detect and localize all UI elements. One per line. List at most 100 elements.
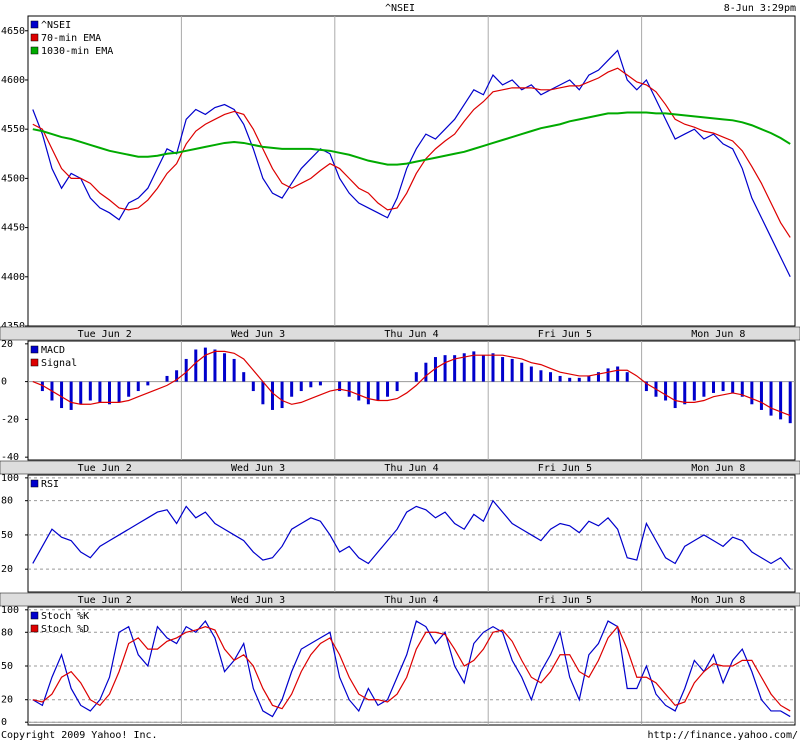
macd-bar (616, 366, 620, 382)
x-tick-label: Thu Jun 4 (384, 463, 438, 474)
macd-bar (558, 375, 562, 382)
macd-bar (731, 381, 735, 393)
macd-bar (414, 372, 418, 382)
macd-bar (577, 377, 581, 382)
macd-bar (318, 381, 322, 386)
macd-bar (692, 381, 696, 401)
macd-bar (443, 355, 447, 382)
macd-bar (251, 381, 255, 392)
x-tick-label: Thu Jun 4 (384, 595, 438, 606)
plot-frame (27, 474, 796, 593)
macd-bar (433, 357, 437, 382)
macd-bar (242, 372, 246, 382)
macd-bar (491, 353, 495, 382)
series-line (32, 67, 791, 238)
macd-bar (79, 381, 83, 405)
x-tick-label: Fri Jun 5 (538, 329, 592, 340)
date-strip (0, 326, 800, 341)
legend-label: 1030-min EMA (41, 46, 113, 57)
series-line (32, 111, 791, 166)
date-strip (0, 592, 800, 607)
legend-swatch (30, 33, 39, 42)
macd-bar (625, 372, 629, 382)
macd-bar (165, 375, 169, 382)
macd-bar (424, 362, 428, 382)
y-tick-label: 4550 (1, 124, 25, 135)
macd-bar (299, 381, 303, 392)
y-tick-label: 20 (1, 695, 13, 706)
series-line (32, 620, 791, 718)
legend-label: Stoch %K (41, 611, 89, 622)
y-tick-label: 4350 (1, 321, 25, 332)
macd-bar (280, 381, 284, 409)
y-tick-label: 0 (1, 377, 7, 388)
series-line (32, 499, 791, 570)
macd-bar (127, 381, 131, 397)
x-tick-label: Fri Jun 5 (538, 595, 592, 606)
legend-swatch (30, 611, 39, 620)
y-tick-label: 100 (1, 605, 19, 616)
y-tick-label: 50 (1, 661, 13, 672)
macd-bar (673, 381, 677, 409)
macd-bar (60, 381, 64, 409)
x-tick-label: Tue Jun 2 (78, 595, 132, 606)
y-tick-label: 4650 (1, 26, 25, 37)
macd-bar (357, 381, 361, 401)
source-url: http://finance.yahoo.com/ (647, 730, 798, 741)
y-tick-label: -40 (1, 452, 19, 463)
plot-frame (27, 15, 796, 327)
macd-bar (740, 381, 744, 397)
macd-bar (223, 353, 227, 382)
macd-bar (146, 381, 150, 386)
macd-bar (376, 381, 380, 401)
series-line (32, 49, 791, 278)
x-tick-label: Tue Jun 2 (78, 463, 132, 474)
chart-title: ^NSEI (385, 3, 415, 14)
macd-bar (40, 381, 44, 392)
y-tick-label: 4500 (1, 173, 25, 184)
macd-bar (194, 349, 198, 382)
macd-bar (501, 357, 505, 382)
macd-bar (69, 381, 73, 410)
legend-swatch (30, 46, 39, 55)
series-line (32, 350, 791, 417)
macd-bar (644, 381, 648, 392)
x-tick-label: Wed Jun 3 (231, 595, 285, 606)
y-tick-label: 20 (1, 564, 13, 575)
legend-swatch (30, 479, 39, 488)
legend-swatch (30, 345, 39, 354)
macd-bar (712, 381, 716, 393)
macd-bar (539, 370, 543, 382)
macd-bar (510, 358, 514, 382)
macd-bar (98, 381, 102, 403)
y-tick-label: 80 (1, 496, 13, 507)
legend-label: Signal (41, 358, 77, 369)
macd-bar (453, 355, 457, 382)
macd-bar (481, 355, 485, 382)
macd-bar (366, 381, 370, 405)
legend-label: ^NSEI (41, 20, 71, 31)
x-tick-label: Wed Jun 3 (231, 329, 285, 340)
copyright: Copyright 2009 Yahoo! Inc. (1, 730, 158, 741)
macd-bar (750, 381, 754, 405)
y-tick-label: 100 (1, 473, 19, 484)
macd-bar (117, 381, 121, 403)
x-tick-label: Mon Jun 8 (691, 329, 745, 340)
y-tick-label: 4600 (1, 75, 25, 86)
x-tick-label: Wed Jun 3 (231, 463, 285, 474)
date-strip (0, 460, 800, 475)
macd-bar (529, 366, 533, 382)
macd-bar (779, 381, 783, 420)
macd-bar (788, 381, 792, 424)
macd-bar (347, 381, 351, 397)
y-tick-label: 4450 (1, 223, 25, 234)
plot-frame (27, 340, 796, 461)
macd-bar (587, 375, 591, 382)
legend-swatch (30, 358, 39, 367)
macd-bar (769, 381, 773, 416)
macd-bar (232, 358, 236, 382)
legend-label: RSI (41, 479, 59, 490)
macd-bar (184, 358, 188, 382)
